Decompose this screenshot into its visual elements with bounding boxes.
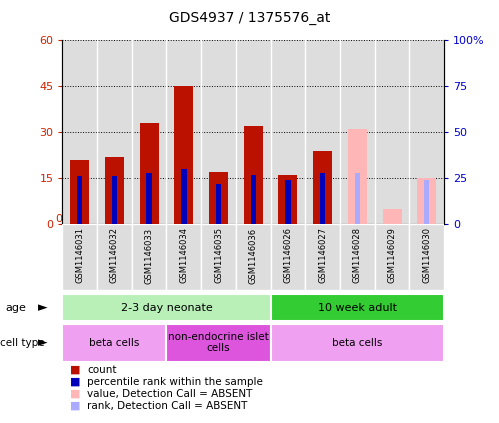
Text: ■: ■ xyxy=(70,365,80,375)
Bar xyxy=(216,184,221,224)
Text: beta cells: beta cells xyxy=(332,338,383,348)
Bar xyxy=(70,160,89,224)
Text: GDS4937 / 1375576_at: GDS4937 / 1375576_at xyxy=(169,11,330,25)
Text: GSM1146026: GSM1146026 xyxy=(283,228,292,283)
Bar xyxy=(244,126,263,224)
Bar xyxy=(320,173,325,224)
Text: GSM1146034: GSM1146034 xyxy=(179,228,188,283)
Text: GSM1146027: GSM1146027 xyxy=(318,228,327,283)
Bar xyxy=(270,40,305,224)
Bar xyxy=(167,224,201,290)
Bar xyxy=(62,40,97,224)
Text: ►: ► xyxy=(37,336,47,349)
Bar xyxy=(285,180,290,224)
Bar xyxy=(147,173,152,224)
Bar xyxy=(340,40,375,224)
Text: cell type: cell type xyxy=(0,338,44,348)
Bar xyxy=(278,175,297,224)
Bar xyxy=(409,224,444,290)
Text: GSM1146030: GSM1146030 xyxy=(422,228,431,283)
Bar xyxy=(77,176,82,224)
Bar xyxy=(375,224,409,290)
Bar xyxy=(417,178,436,224)
Bar xyxy=(132,40,167,224)
Bar xyxy=(132,224,167,290)
Bar xyxy=(250,175,256,224)
Text: ►: ► xyxy=(37,301,47,314)
Text: count: count xyxy=(87,365,117,375)
Bar xyxy=(409,40,444,224)
Text: rank, Detection Call = ABSENT: rank, Detection Call = ABSENT xyxy=(87,401,248,411)
Bar xyxy=(270,324,444,362)
Text: GSM1146036: GSM1146036 xyxy=(249,228,258,283)
Bar xyxy=(62,324,167,362)
Bar xyxy=(340,224,375,290)
Bar xyxy=(348,129,367,224)
Text: age: age xyxy=(5,303,26,313)
Bar xyxy=(305,40,340,224)
Text: value, Detection Call = ABSENT: value, Detection Call = ABSENT xyxy=(87,389,252,399)
Text: GSM1146033: GSM1146033 xyxy=(145,228,154,283)
Text: ■: ■ xyxy=(70,401,80,411)
Text: 0: 0 xyxy=(55,214,62,224)
Bar xyxy=(236,224,270,290)
Bar xyxy=(270,224,305,290)
Bar xyxy=(97,224,132,290)
Bar xyxy=(201,40,236,224)
Bar xyxy=(375,40,409,224)
Bar xyxy=(97,40,132,224)
Bar xyxy=(270,294,444,321)
Bar xyxy=(112,176,117,224)
Bar xyxy=(174,86,194,224)
Text: 10 week adult: 10 week adult xyxy=(318,303,397,313)
Text: ■: ■ xyxy=(70,377,80,387)
Text: GSM1146031: GSM1146031 xyxy=(75,228,84,283)
Bar xyxy=(62,294,270,321)
Text: non-endocrine islet
cells: non-endocrine islet cells xyxy=(168,332,269,354)
Bar xyxy=(62,224,97,290)
Bar xyxy=(355,173,360,224)
Text: GSM1146028: GSM1146028 xyxy=(353,228,362,283)
Text: GSM1146029: GSM1146029 xyxy=(388,228,397,283)
Text: percentile rank within the sample: percentile rank within the sample xyxy=(87,377,263,387)
Bar xyxy=(305,224,340,290)
Bar xyxy=(383,209,402,224)
Bar xyxy=(313,151,332,224)
Bar xyxy=(236,40,270,224)
Text: 2-3 day neonate: 2-3 day neonate xyxy=(121,303,213,313)
Bar xyxy=(424,180,430,224)
Bar xyxy=(105,157,124,224)
Text: ■: ■ xyxy=(70,389,80,399)
Bar xyxy=(201,224,236,290)
Bar xyxy=(167,40,201,224)
Bar xyxy=(209,172,228,224)
Bar xyxy=(167,324,270,362)
Text: GSM1146032: GSM1146032 xyxy=(110,228,119,283)
Text: beta cells: beta cells xyxy=(89,338,140,348)
Bar xyxy=(140,123,159,224)
Bar xyxy=(181,169,187,224)
Text: GSM1146035: GSM1146035 xyxy=(214,228,223,283)
